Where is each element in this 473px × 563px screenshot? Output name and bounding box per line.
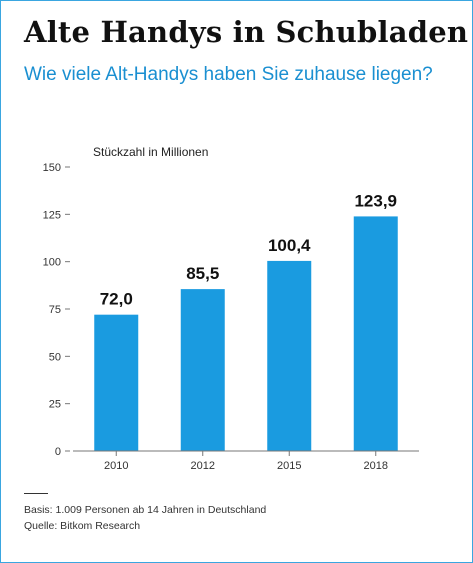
y-axis-label: Stückzahl in Millionen bbox=[93, 145, 208, 159]
chart-subtitle: Wie viele Alt-Handys haben Sie zuhause l… bbox=[24, 64, 433, 85]
chart-title: Alte Handys in Schubladen bbox=[24, 15, 469, 49]
footer-source: Quelle: Bitkom Research bbox=[24, 520, 141, 532]
x-tick-label: 2012 bbox=[191, 460, 215, 472]
bars-group: 72,0 85,5 100,4 123,9 bbox=[94, 191, 398, 451]
y-tick-label: 125 bbox=[43, 209, 61, 221]
y-axis: 0 25 50 75 100 125 150 bbox=[43, 162, 70, 458]
y-tick-label: 75 bbox=[49, 304, 61, 316]
bar-value-label: 85,5 bbox=[186, 264, 219, 283]
bar-2018 bbox=[353, 216, 398, 451]
x-tick-label: 2010 bbox=[104, 460, 128, 472]
bar-value-label: 72,0 bbox=[100, 290, 133, 309]
footer-divider bbox=[24, 493, 48, 494]
y-tick-label: 100 bbox=[43, 257, 61, 269]
x-tick-label: 2018 bbox=[364, 460, 388, 472]
bar-2012 bbox=[180, 289, 225, 451]
footer: Basis: 1.009 Personen ab 14 Jahren in De… bbox=[24, 502, 266, 534]
footer-basis: Basis: 1.009 Personen ab 14 Jahren in De… bbox=[24, 504, 267, 516]
bar-value-label: 100,4 bbox=[268, 236, 311, 255]
x-axis: 2010 2012 2015 2018 bbox=[73, 450, 419, 472]
y-tick-label: 0 bbox=[55, 446, 61, 458]
y-tick-label: 150 bbox=[43, 162, 61, 174]
x-tick-label: 2015 bbox=[277, 460, 301, 472]
bar-2015 bbox=[267, 260, 312, 451]
bar-value-label: 123,9 bbox=[354, 191, 397, 210]
bar-2010 bbox=[94, 314, 139, 451]
y-tick-label: 50 bbox=[49, 351, 61, 363]
bar-chart: Stückzahl in Millionen 0255075100125150 … bbox=[43, 145, 419, 472]
y-tick-label: 25 bbox=[49, 399, 61, 411]
